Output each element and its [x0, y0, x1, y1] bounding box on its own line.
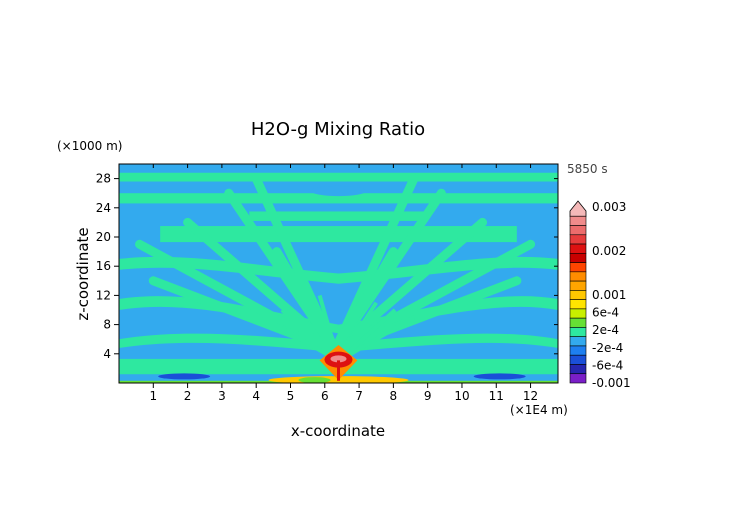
colorbar-swatch	[569, 290, 587, 300]
colorbar-swatch	[569, 317, 587, 328]
plume-ray	[280, 308, 340, 363]
x-tick-label: 4	[252, 389, 260, 403]
colorbar-label: 0.001	[592, 288, 626, 302]
colorbar-swatch	[569, 354, 587, 365]
colorbar-label: -6e-4	[592, 358, 623, 372]
plot-frame	[118, 163, 559, 384]
x-unit-label: (×1E4 m)	[510, 403, 568, 417]
plot-area	[119, 164, 558, 383]
y-tick-label: 4	[103, 347, 111, 361]
negative-patch	[473, 373, 526, 380]
colorbar-label: 6e-4	[592, 306, 619, 320]
wave-beam	[272, 247, 340, 355]
contour-field	[119, 172, 558, 383]
colorbar-swatch	[569, 243, 587, 254]
y-tick-label: 24	[96, 201, 111, 215]
wave-beam	[183, 217, 340, 355]
band-25km	[119, 193, 558, 204]
x-tick-label: 3	[218, 389, 226, 403]
surface-plume-patch	[298, 377, 331, 383]
wave-beam	[135, 239, 340, 355]
time-label: 5850 s	[567, 162, 608, 176]
band-28km	[119, 172, 558, 182]
y-tick-label: 12	[96, 288, 111, 302]
y-tick-label: 28	[96, 172, 111, 186]
colorbar-label: -0.001	[592, 376, 631, 390]
x-tick-label: 8	[390, 389, 398, 403]
colorbar-swatch	[569, 364, 587, 375]
x-tick-label: 12	[523, 389, 538, 403]
x-tick-label: 10	[454, 389, 469, 403]
wave-beam	[148, 276, 340, 355]
colorbar-swatch	[569, 327, 587, 337]
colorbar-swatch	[569, 225, 587, 236]
colorbar-swatch	[569, 308, 587, 319]
chart-title: H2O-g Mixing Ratio	[251, 119, 425, 140]
plume-ray	[337, 315, 415, 363]
y-tick-label: 20	[96, 230, 111, 244]
colorbar-label: -2e-4	[592, 341, 623, 355]
x-tick-label: 9	[424, 389, 432, 403]
y-axis: 4 8 12 16 20 24 28	[96, 172, 558, 361]
colorbar-label: 0.003	[592, 200, 626, 214]
colorbar-label: 2e-4	[592, 323, 619, 337]
colorbar-swatch	[569, 215, 587, 226]
cell-top-center	[311, 185, 366, 197]
colorbar-label: 0.002	[592, 244, 626, 258]
x-tick-label: 1	[149, 389, 157, 403]
x-tick-label: 5	[287, 389, 295, 403]
x-tick-label: 6	[321, 389, 329, 403]
y-tick-label: 8	[103, 318, 111, 332]
negative-patch	[158, 373, 211, 380]
colorbar: 0.003 0.002 0.001 6e-4 2e-4 -2e-4 -6e-4 -0.001	[569, 200, 631, 390]
y-axis-label: z-coordinate	[74, 227, 92, 320]
colorbar-swatch	[569, 253, 587, 263]
colorbar-swatch	[569, 262, 587, 273]
colorbar-swatch	[569, 200, 587, 217]
x-axis-label: x-coordinate	[291, 422, 385, 440]
x-axis: 1 2 3 4 5 6 7 8 9 10 11 12	[149, 164, 538, 403]
x-tick-label: 2	[184, 389, 192, 403]
colorbar-swatch	[569, 271, 587, 282]
x-tick-label: 7	[355, 389, 363, 403]
colorbar-swatch	[569, 336, 587, 347]
colorbar-swatch	[569, 345, 587, 356]
x-tick-label: 11	[489, 389, 504, 403]
colorbar-swatch	[569, 299, 587, 310]
y-unit-label: (×1000 m)	[57, 139, 122, 153]
plume-ray	[262, 315, 340, 363]
colorbar-swatch	[569, 280, 587, 291]
y-tick-label: 16	[96, 259, 111, 273]
plume-ray	[337, 308, 397, 363]
colorbar-swatch	[569, 234, 587, 245]
band-23km	[249, 211, 428, 221]
plume-core-peak	[330, 355, 347, 363]
colorbar-swatch	[569, 373, 587, 384]
